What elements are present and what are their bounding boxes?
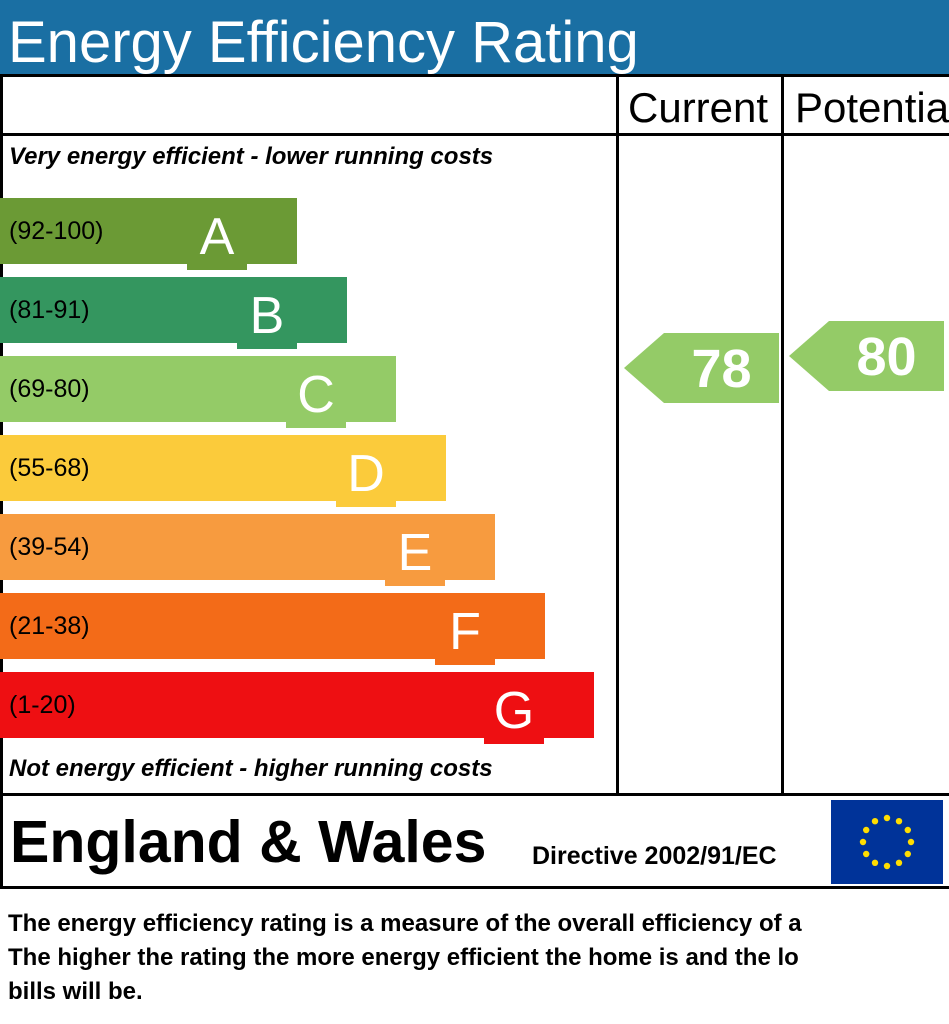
band-c: (69-80) C	[0, 356, 396, 428]
eu-star	[904, 850, 911, 858]
eu-star	[895, 859, 903, 866]
eu-star	[904, 826, 911, 834]
top-caption: Very energy efficient - lower running co…	[9, 143, 494, 170]
band-range-label: (39-54)	[9, 533, 90, 561]
grid-line-footer-bottom	[0, 886, 949, 889]
eu-star	[883, 862, 891, 870]
band-range-label: (92-100)	[9, 217, 104, 245]
footer-directive: Directive 2002/91/EC	[532, 842, 777, 870]
chart-title: Energy Efficiency Rating	[8, 10, 639, 75]
potential-column-header: Potentia	[795, 84, 949, 131]
current-rating-arrow-shape	[624, 333, 779, 403]
band-range-label: (1-20)	[9, 691, 76, 719]
band-range-label: (55-68)	[9, 454, 90, 482]
description-line-1: The energy efficiency rating is a measur…	[8, 910, 802, 937]
eu-star	[863, 826, 870, 834]
eu-star	[871, 859, 879, 866]
eu-star	[859, 838, 867, 846]
band-e: (39-54) E	[0, 514, 495, 586]
current-column-header: Current	[628, 84, 769, 131]
band-b: (81-91) B	[0, 277, 347, 349]
band-range-label: (21-38)	[9, 612, 90, 640]
eu-star	[883, 814, 891, 822]
band-g: (1-20) G	[0, 672, 594, 744]
band-letter: B	[237, 285, 297, 349]
band-range-label: (69-80)	[9, 375, 90, 403]
eu-star	[863, 850, 870, 858]
band-letter: G	[484, 680, 544, 744]
grid-line-current-left	[616, 74, 619, 796]
description-line-3: bills will be.	[8, 978, 143, 1005]
title-bar: Energy Efficiency Rating	[0, 0, 949, 75]
eu-star	[871, 818, 879, 825]
grid-line-header	[0, 133, 949, 136]
eu-star	[895, 818, 903, 825]
band-letter: E	[385, 522, 445, 586]
description: The energy efficiency rating is a measur…	[8, 907, 949, 1009]
eu-flag-icon	[831, 800, 943, 884]
band-a: (92-100) A	[0, 198, 297, 270]
footer-region: England & Wales	[10, 809, 487, 875]
grid-line-footer-top	[0, 793, 949, 796]
band-letter: F	[435, 601, 495, 665]
band-range-label: (81-91)	[9, 296, 90, 324]
grid-line-current-right	[781, 74, 784, 796]
band-letter: D	[336, 443, 396, 507]
potential-rating-arrow-shape	[789, 321, 944, 391]
band-f: (21-38) F	[0, 593, 545, 665]
eu-star	[907, 838, 915, 846]
bottom-caption: Not energy efficient - higher running co…	[9, 755, 493, 782]
band-letter: A	[187, 206, 247, 270]
band-d: (55-68) D	[0, 435, 446, 507]
band-letter: C	[286, 364, 346, 428]
potential-rating-arrow: 80	[789, 321, 944, 391]
current-rating-arrow: 78	[624, 333, 779, 403]
potential-rating-arrow-value: 80	[856, 327, 916, 387]
description-line-2: The higher the rating the more energy ef…	[8, 944, 799, 971]
grid-line-top	[0, 74, 949, 77]
current-rating-arrow-value: 78	[691, 339, 751, 399]
